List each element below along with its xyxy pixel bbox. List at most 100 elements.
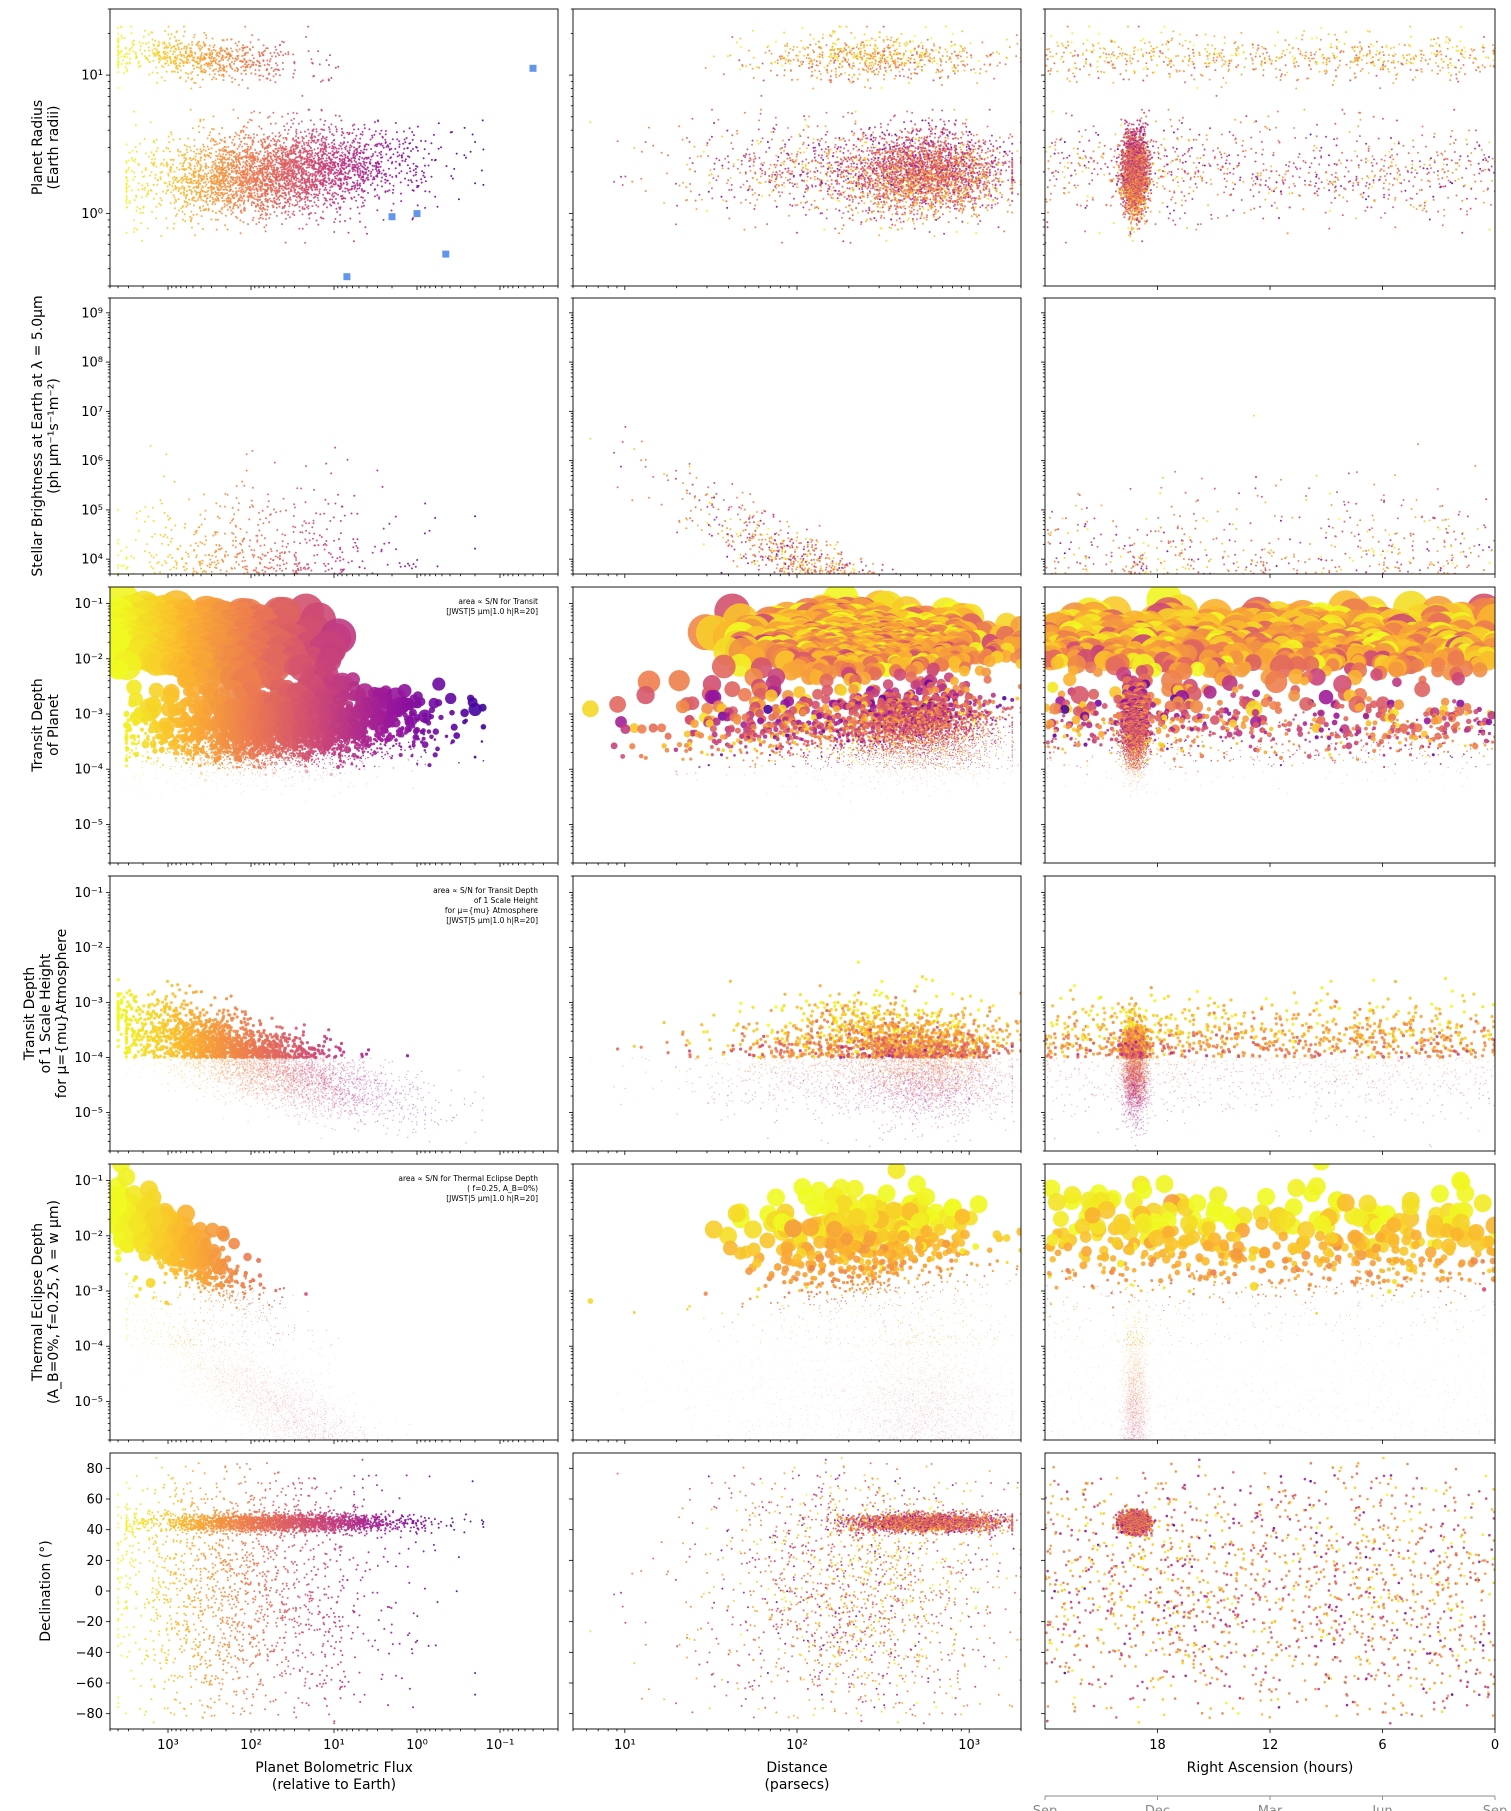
planet-point (335, 157, 337, 159)
planet-point (278, 203, 280, 205)
planet-point (243, 174, 245, 176)
planet-point (813, 59, 815, 61)
planet-point (158, 62, 160, 64)
planet-point (236, 217, 238, 219)
planet-point (269, 187, 271, 189)
planet-point (793, 59, 795, 61)
planet-point (246, 143, 248, 145)
planet-point (203, 119, 205, 121)
planet-point (360, 150, 362, 152)
planet-point (208, 155, 210, 157)
planet-point (256, 161, 258, 163)
planet-point (383, 169, 385, 171)
planet-point (231, 170, 233, 172)
planet-point (867, 80, 869, 82)
planet-point (329, 146, 331, 148)
planet-point (230, 202, 232, 204)
planet-point (207, 65, 209, 67)
planet-point (333, 148, 335, 150)
planet-point (333, 184, 335, 186)
planet-point (313, 158, 315, 160)
reference-planet-marker (414, 210, 421, 217)
planet-point (285, 146, 287, 148)
planet-point (742, 65, 744, 67)
planet-point (263, 60, 265, 62)
planet-point (253, 133, 255, 135)
planet-point (295, 162, 297, 164)
planet-point (913, 58, 915, 60)
planet-point (287, 184, 289, 186)
planet-point (840, 73, 842, 75)
planet-point (201, 199, 203, 201)
planet-point (894, 78, 896, 80)
planet-point (179, 43, 181, 45)
planet-point (834, 31, 836, 33)
planet-point (785, 62, 787, 64)
planet-point (329, 193, 331, 195)
planet-point (906, 59, 908, 61)
planet-point (170, 191, 172, 193)
planet-point (888, 66, 890, 68)
planet-point (387, 190, 389, 192)
planet-point (299, 193, 301, 195)
planet-point (298, 137, 300, 139)
planet-point (174, 187, 176, 189)
planet-point (224, 57, 226, 59)
planet-point (192, 187, 194, 189)
planet-point (424, 148, 426, 150)
planet-point (231, 81, 233, 83)
planet-point (249, 149, 251, 151)
planet-point (417, 126, 419, 128)
planet-point (860, 47, 862, 49)
planet-point (190, 178, 192, 180)
planet-point (251, 204, 253, 206)
planet-point (198, 162, 200, 164)
planet-point (205, 34, 207, 36)
planet-point (213, 76, 215, 78)
planet-point (336, 128, 338, 130)
planet-point (117, 33, 119, 35)
planet-point (272, 112, 274, 114)
planet-point (363, 124, 365, 126)
planet-point (407, 147, 409, 149)
planet-point (134, 158, 136, 160)
planet-point (258, 126, 260, 128)
planet-point (311, 205, 313, 207)
planet-point (278, 188, 280, 190)
planet-point (322, 194, 324, 196)
planet-point (389, 157, 391, 159)
planet-point (254, 149, 256, 151)
planet-point (140, 222, 142, 224)
planet-point (172, 182, 174, 184)
planet-point (308, 214, 310, 216)
planet-point (918, 56, 920, 58)
planet-point (381, 173, 383, 175)
planet-point (203, 149, 205, 151)
planet-point (149, 55, 151, 57)
planet-point (189, 56, 191, 58)
planet-point (215, 55, 217, 57)
planet-point (165, 217, 167, 219)
planet-point (191, 52, 193, 54)
planet-point (310, 119, 312, 121)
planet-point (244, 191, 246, 193)
planet-point (224, 137, 226, 139)
planet-point (359, 213, 361, 215)
planet-point (314, 148, 316, 150)
planet-point (199, 119, 201, 121)
planet-point (205, 163, 207, 165)
planet-point (939, 47, 941, 49)
planet-point (291, 162, 293, 164)
planet-point (241, 146, 243, 148)
planet-point (403, 148, 405, 150)
planet-point (376, 209, 378, 211)
planet-point (225, 146, 227, 148)
planet-point (228, 194, 230, 196)
planet-point (796, 46, 798, 48)
planet-point (416, 186, 418, 188)
planet-point (446, 165, 448, 167)
planet-point (270, 52, 272, 54)
planet-point (363, 152, 365, 154)
planet-point (128, 185, 130, 187)
planet-point (126, 172, 128, 174)
